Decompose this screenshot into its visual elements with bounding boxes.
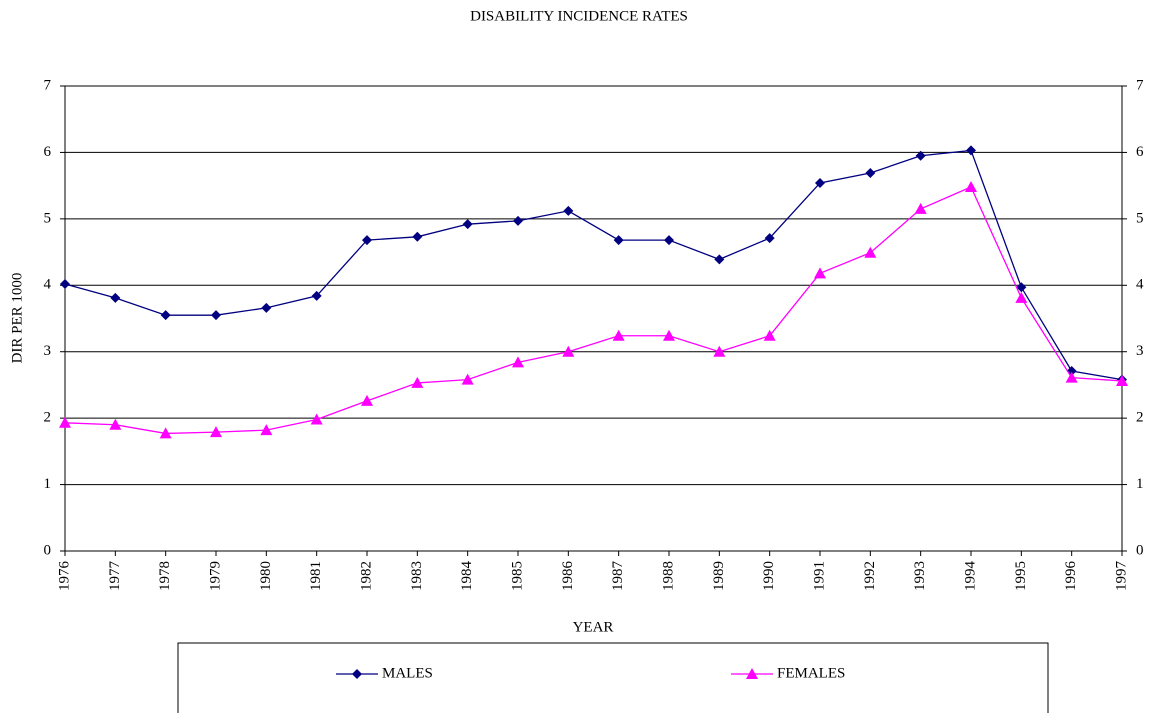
y2-tick-label: 2 [1136, 410, 1144, 426]
y-tick-label: 0 [44, 542, 52, 558]
x-tick-label: 1977 [107, 561, 123, 592]
marker [60, 278, 70, 289]
marker [966, 145, 976, 156]
x-tick-label: 1981 [308, 561, 324, 591]
x-tick-label: 1980 [258, 561, 274, 591]
x-tick-label: 1978 [157, 561, 173, 591]
marker [159, 427, 172, 439]
y2-tick-label: 7 [1136, 77, 1144, 93]
y2-tick-label: 3 [1136, 343, 1144, 359]
marker [1016, 282, 1027, 293]
y2-tick-label: 5 [1136, 210, 1144, 226]
marker [865, 168, 876, 179]
x-tick-label: 1996 [1063, 561, 1079, 592]
marker [362, 235, 372, 246]
marker [663, 329, 675, 341]
x-tick-label: 1982 [358, 561, 374, 591]
marker [1065, 371, 1078, 383]
marker [412, 231, 423, 242]
y-tick-label: 3 [44, 343, 52, 359]
marker [562, 345, 575, 357]
x-tick-label: 1993 [912, 561, 928, 591]
marker [361, 394, 373, 406]
y-tick-label: 4 [44, 277, 52, 293]
x-tick-label: 1986 [560, 561, 576, 592]
marker [261, 302, 272, 313]
marker [1015, 291, 1028, 303]
marker [311, 290, 322, 301]
marker [513, 215, 523, 226]
marker [613, 235, 624, 246]
marker [914, 202, 927, 214]
marker [764, 233, 775, 244]
marker [160, 310, 171, 321]
y-tick-label: 2 [44, 410, 52, 426]
marker [512, 356, 524, 368]
marker [563, 205, 574, 216]
marker [714, 254, 725, 265]
marker [211, 310, 221, 321]
x-tick-label: 1987 [610, 561, 626, 592]
marker [815, 177, 825, 188]
y2-tick-label: 0 [1136, 542, 1144, 558]
x-tick-label: 1995 [1013, 561, 1029, 591]
x-tick-label: 1985 [509, 561, 525, 591]
y-axis-label: DIR PER 1000 [9, 273, 25, 364]
marker [109, 418, 122, 430]
marker [713, 345, 726, 357]
legend-label: MALES [382, 665, 433, 681]
marker [461, 373, 474, 385]
x-tick-label: 1991 [811, 561, 827, 591]
marker [210, 426, 222, 438]
marker [110, 292, 121, 303]
y-tick-label: 5 [44, 210, 52, 226]
x-axis-label: YEAR [573, 619, 614, 635]
legend-marker [746, 668, 758, 679]
y-tick-label: 6 [44, 144, 52, 160]
series-line [64, 149, 1123, 381]
x-tick-label: 1989 [711, 561, 727, 591]
y2-tick-label: 1 [1136, 476, 1144, 492]
x-tick-label: 1984 [459, 561, 475, 592]
series-line [64, 186, 1123, 435]
marker [664, 235, 674, 246]
x-tick-label: 1997 [1113, 561, 1129, 592]
y2-tick-label: 6 [1136, 144, 1144, 160]
x-tick-label: 1994 [962, 561, 978, 592]
marker [915, 150, 926, 161]
x-tick-label: 1990 [761, 561, 777, 591]
legend-marker [352, 669, 362, 679]
marker [310, 413, 323, 425]
y-tick-label: 1 [44, 476, 52, 492]
marker [1116, 374, 1128, 386]
marker [814, 267, 826, 279]
y2-tick-label: 4 [1136, 277, 1144, 293]
chart-title: DISABILITY INCIDENCE RATES [470, 8, 688, 24]
marker [612, 329, 625, 341]
x-tick-label: 1992 [862, 561, 878, 591]
marker [864, 246, 877, 258]
marker [411, 376, 424, 388]
marker [965, 180, 977, 192]
y-tick-label: 7 [44, 77, 52, 93]
x-tick-label: 1988 [660, 561, 676, 591]
marker [763, 329, 776, 341]
marker [462, 219, 473, 230]
marker [59, 416, 71, 428]
legend-box [177, 642, 1049, 713]
x-tick-label: 1979 [207, 561, 223, 591]
x-tick-label: 1976 [56, 561, 72, 592]
marker [260, 424, 273, 436]
x-tick-label: 1983 [409, 561, 425, 591]
legend-label: FEMALES [777, 665, 845, 681]
